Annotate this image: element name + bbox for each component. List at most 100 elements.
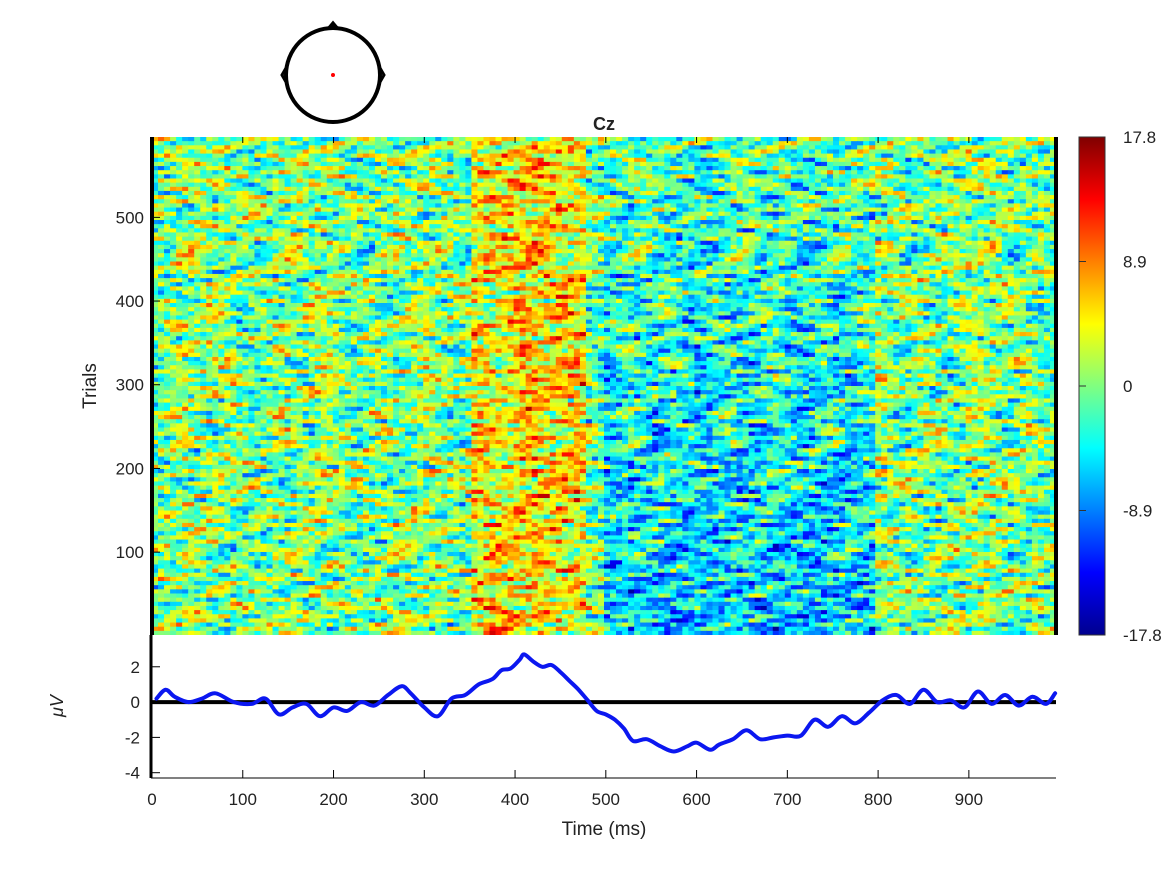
heatmap-cell <box>839 166 846 171</box>
heatmap-cell <box>260 174 268 180</box>
heatmap-cell <box>176 244 183 250</box>
heatmap-cell <box>893 265 900 271</box>
heatmap-cell <box>200 149 207 155</box>
heatmap-cell <box>489 220 497 225</box>
heatmap-cell <box>634 199 641 204</box>
heatmap-cell <box>362 236 370 242</box>
heatmap-cell <box>760 240 768 246</box>
heatmap-cell <box>622 244 629 250</box>
heatmap-cell <box>387 174 394 180</box>
heatmap-cell <box>411 170 418 175</box>
heatmap-cell <box>694 137 702 142</box>
heatmap-cell <box>1001 236 1009 242</box>
heatmap-cell <box>652 166 659 171</box>
heatmap-cell <box>272 240 280 246</box>
heatmap-cell <box>658 166 665 171</box>
heatmap-cell <box>959 195 967 200</box>
heatmap-cell <box>947 203 955 209</box>
heatmap-cell <box>839 261 846 267</box>
heatmap-cell <box>1043 161 1051 167</box>
heatmap-cell <box>905 149 912 155</box>
heatmap-cell <box>519 137 527 142</box>
heatmap-cell <box>374 249 382 254</box>
heatmap-cell <box>887 269 894 275</box>
heatmap-cell <box>646 166 653 171</box>
heatmap-cell <box>724 178 732 184</box>
heatmap-cell <box>302 170 310 175</box>
heatmap-cell <box>302 174 310 180</box>
heatmap-cell <box>760 170 768 175</box>
heatmap-cell <box>887 236 894 242</box>
heatmap-cell <box>296 236 304 242</box>
heatmap-cell <box>796 170 804 175</box>
heatmap-cell <box>700 257 708 263</box>
heatmap-cell <box>905 203 912 209</box>
heatmap-cell <box>332 249 340 254</box>
heatmap-cell <box>356 269 364 275</box>
heatmap-cell <box>164 249 171 254</box>
heatmap-cell <box>760 244 768 250</box>
heatmap-cell <box>839 207 846 213</box>
heatmap-cell <box>796 145 804 151</box>
heatmap-cell <box>1037 166 1045 171</box>
heatmap-cell <box>760 211 768 217</box>
heatmap-cell <box>507 166 515 171</box>
heatmap-cell <box>1031 157 1039 163</box>
heatmap-cell <box>447 253 454 258</box>
heatmap-cell <box>814 174 822 180</box>
heatmap-cell <box>152 195 159 200</box>
heatmap-cell <box>863 161 870 167</box>
heatmap-cell <box>387 244 394 250</box>
heatmap-cell <box>453 249 460 254</box>
heatmap-cell <box>808 149 816 155</box>
heatmap-cell <box>808 261 816 267</box>
heatmap-cell <box>531 232 539 238</box>
heatmap-cell <box>736 170 744 175</box>
heatmap-cell <box>278 224 286 229</box>
heatmap-cell <box>616 261 623 267</box>
heatmap-cell <box>459 199 466 204</box>
heatmap-cell <box>411 249 418 254</box>
heatmap-cell <box>718 215 726 221</box>
heatmap-cell <box>495 261 503 267</box>
heatmap-cell <box>652 215 659 221</box>
heatmap-cell <box>905 207 912 213</box>
heatmap-cell <box>206 269 213 275</box>
heatmap-cell <box>591 224 599 229</box>
heatmap-cell <box>453 166 460 171</box>
heatmap-cell <box>917 157 925 163</box>
heatmap-cell <box>622 137 629 142</box>
heatmap-cell <box>808 253 816 258</box>
heatmap-cell <box>555 228 563 234</box>
heatmap-cell <box>664 269 671 275</box>
heatmap-cell <box>272 170 280 175</box>
heatmap-cell <box>929 149 937 155</box>
heatmap-cell <box>622 207 629 213</box>
heatmap-cell <box>646 141 653 146</box>
heatmap-cell <box>158 215 165 221</box>
heatmap-cell <box>989 157 997 163</box>
heatmap-cell <box>164 269 171 275</box>
heatmap-cell <box>875 186 882 192</box>
heatmap-cell <box>899 186 906 192</box>
heatmap-cell <box>200 145 207 151</box>
heatmap-cell <box>242 203 250 209</box>
heatmap-cell <box>682 244 689 250</box>
heatmap-cell <box>796 224 804 229</box>
heatmap-cell <box>302 182 310 188</box>
heatmap-cell <box>845 236 852 242</box>
heatmap-cell <box>778 220 786 225</box>
heatmap-cell <box>784 249 792 254</box>
heatmap-cell <box>549 232 557 238</box>
heatmap-cell <box>182 186 189 192</box>
heatmap-cell <box>230 170 237 175</box>
heatmap-cell <box>573 145 581 151</box>
heatmap-cell <box>266 236 274 242</box>
heatmap-cell <box>694 261 702 267</box>
heatmap-cell <box>597 253 605 258</box>
heatmap-cell <box>248 186 256 192</box>
heatmap-cell <box>1031 236 1039 242</box>
heatmap-cell <box>393 195 400 200</box>
heatmap-cell <box>248 203 256 209</box>
heatmap-cell <box>790 166 798 171</box>
